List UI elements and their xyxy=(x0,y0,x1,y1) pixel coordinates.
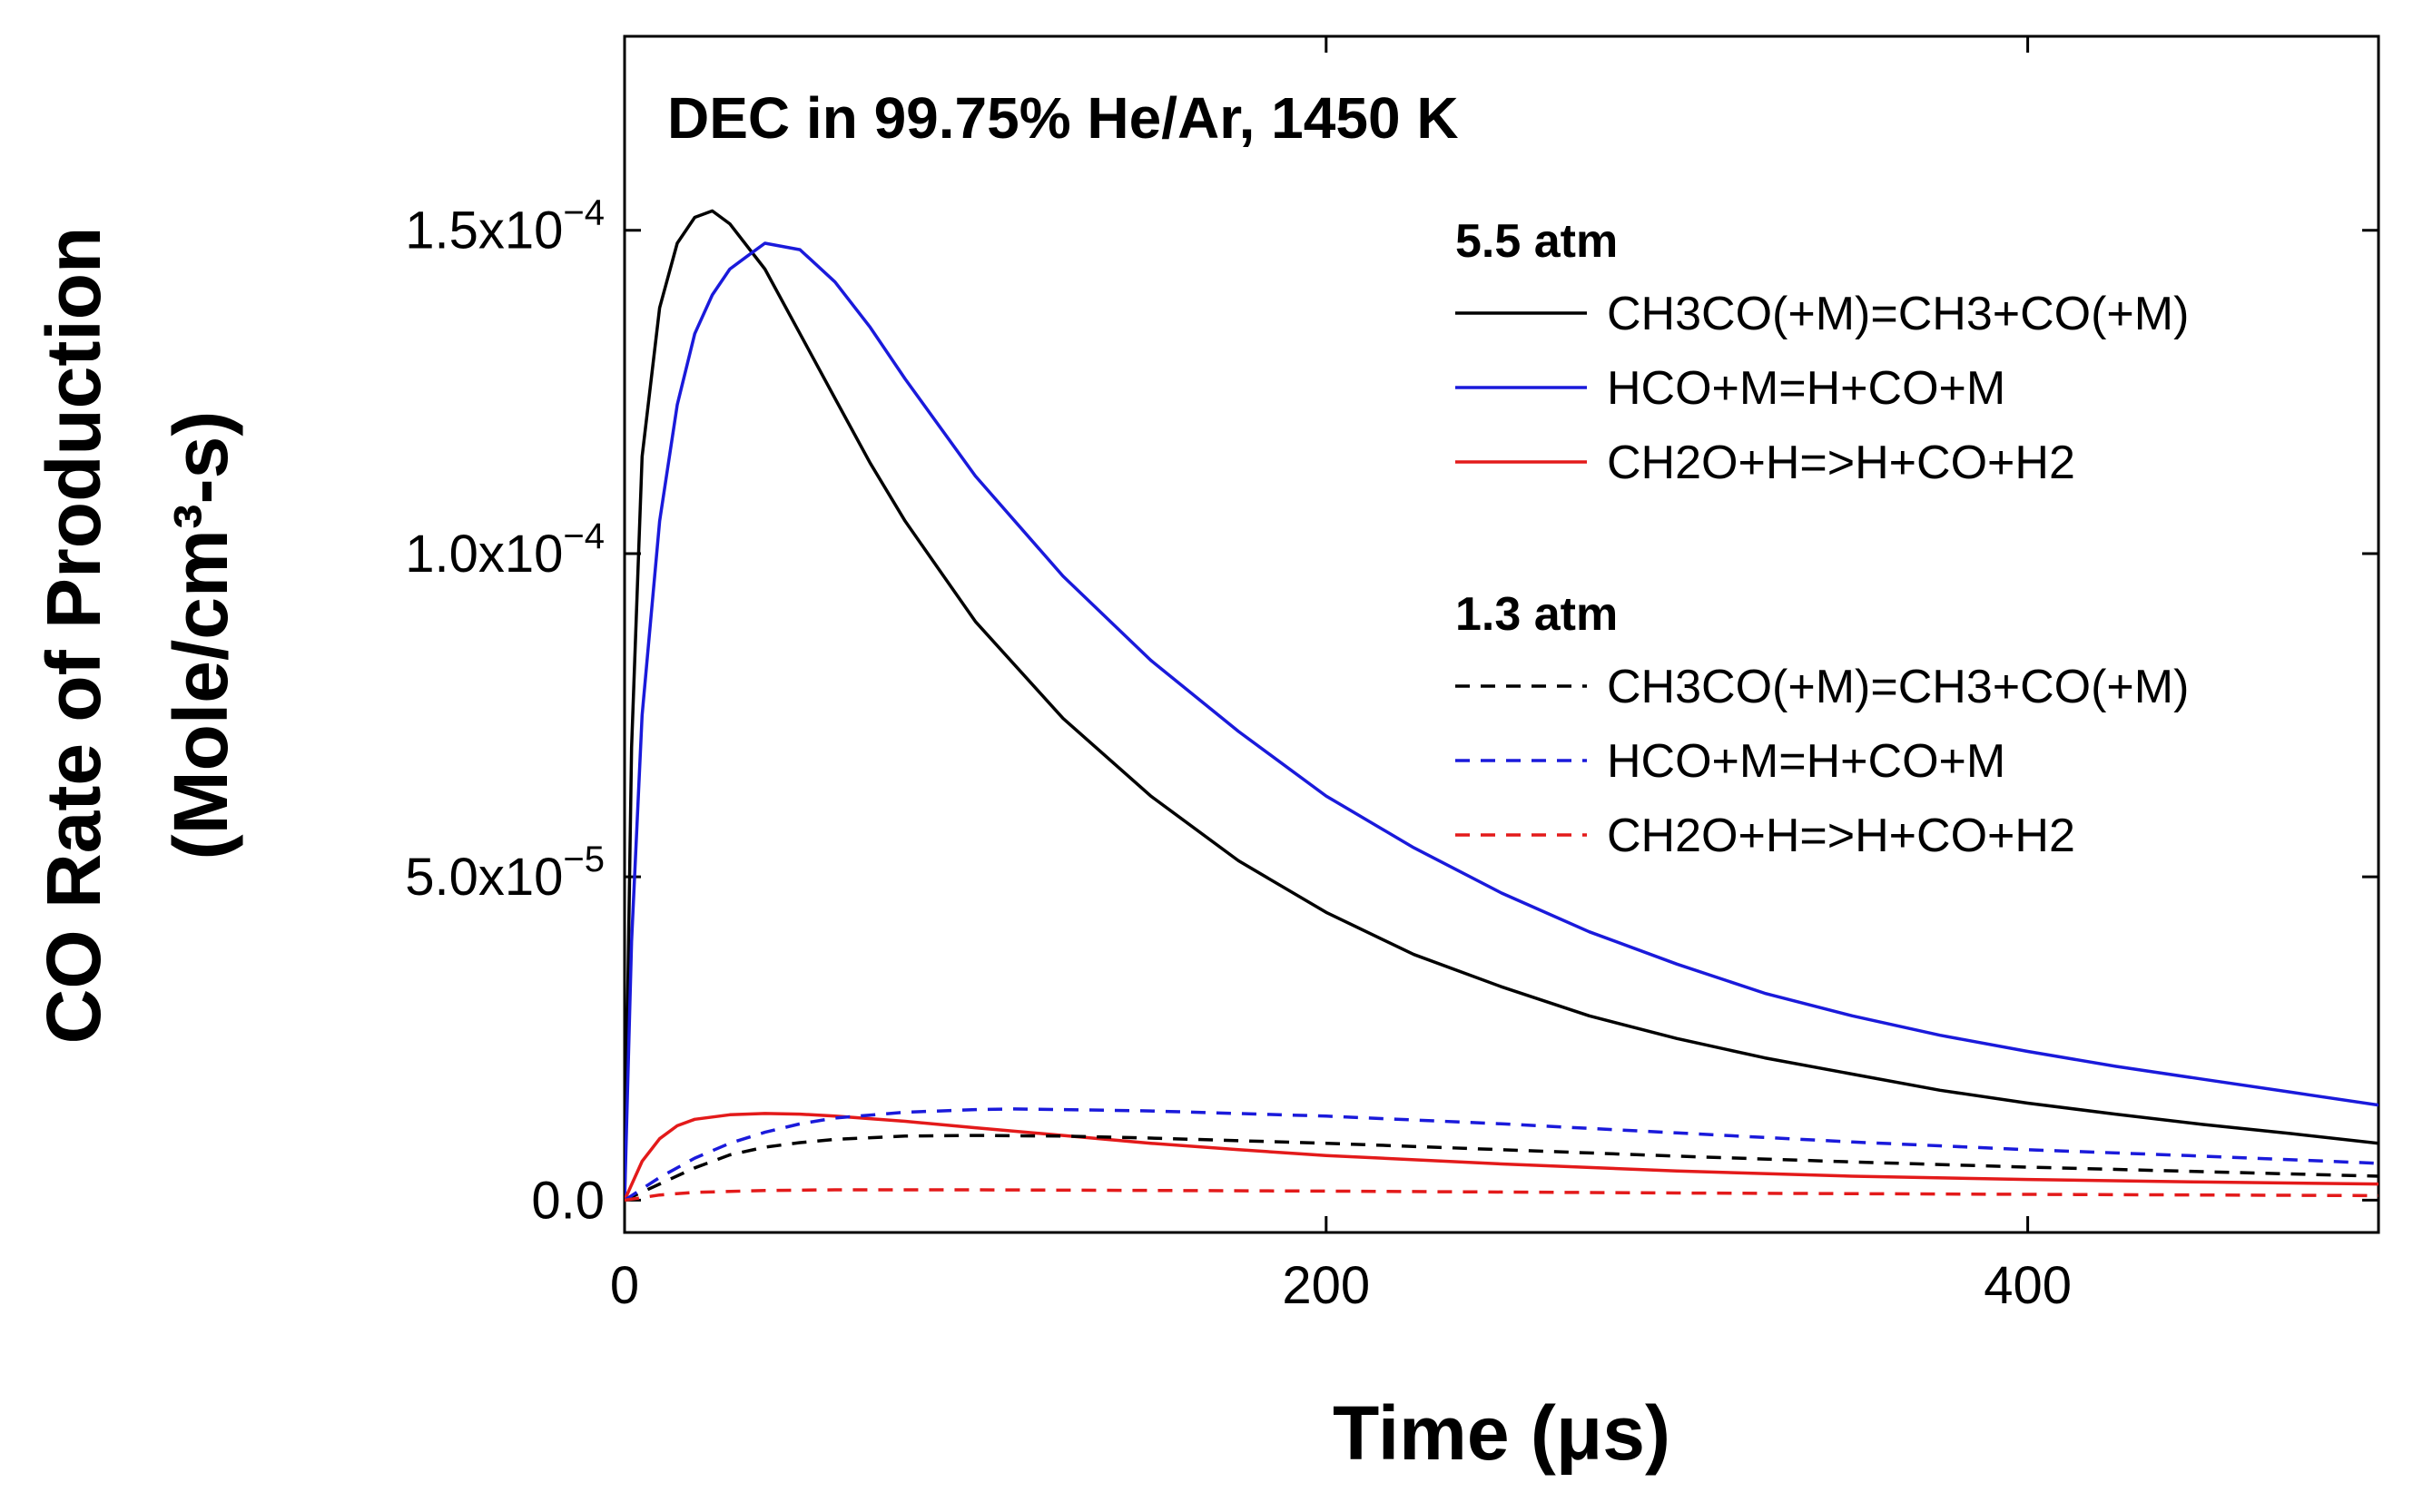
series-line-1-3-atm-ch3co-m-ch3-co-m- xyxy=(625,1134,2379,1202)
series-line-1-3-atm-hco-m-h-co-m xyxy=(625,1107,2379,1202)
chart-title: DEC in 99.75% He/Ar, 1450 K xyxy=(667,85,1459,151)
y-tick-mantissa: 5.0x10 xyxy=(405,848,563,907)
y-tick-mantissa: 0.0 xyxy=(531,1171,605,1230)
series-line-5-5-atm-ch3co-m-ch3-co-m- xyxy=(625,209,2379,1201)
y-tick-label: 1.5x10−4 xyxy=(405,193,605,260)
series-line-5-5-atm-ch2o-h-h-co-h2 xyxy=(625,1112,2379,1202)
y-axis-title-line-1: CO Rate of Production xyxy=(31,227,116,1045)
y-tick-exponent: −4 xyxy=(563,193,605,233)
legend-label: CH2O+H=>H+CO+H2 xyxy=(1607,810,2075,862)
y-tick-exponent: −4 xyxy=(563,516,605,556)
y-tick-mantissa: 1.5x10 xyxy=(405,201,563,260)
legend-header: 1.3 atm xyxy=(1455,588,1618,641)
y-tick-label: 1.0x10−4 xyxy=(405,516,605,584)
y-axis-title-line-2: (Mole/cm³-s) xyxy=(158,411,243,860)
series-line-5-5-atm-hco-m-h-co-m xyxy=(625,241,2379,1201)
series-lines xyxy=(625,209,2379,1203)
legend-label: HCO+M=H+CO+M xyxy=(1607,362,2005,415)
y-tick-label: 0.0 xyxy=(531,1171,605,1230)
y-axis-title: CO Rate of Production (Mole/cm³-s) xyxy=(31,227,243,1045)
x-tick-label: 400 xyxy=(1984,1256,2072,1315)
x-tick-label: 200 xyxy=(1282,1256,1370,1315)
x-axis-title: Time (μs) xyxy=(1333,1390,1670,1476)
y-tick-mantissa: 1.0x10 xyxy=(405,525,563,584)
legend-label: CH3CO(+M)=CH3+CO(+M) xyxy=(1607,288,2189,340)
legend: 5.5 atm CH3CO(+M)=CH3+CO(+M) HCO+M=H+CO+M C… xyxy=(1455,215,2189,862)
y-tick-label: 5.0x10−5 xyxy=(405,839,605,907)
legend-label: HCO+M=H+CO+M xyxy=(1607,735,2005,788)
plot-frame xyxy=(623,34,2380,1234)
y-tick-exponent: −5 xyxy=(563,839,605,879)
x-tick-label: 0 xyxy=(610,1256,639,1315)
series-line-1-3-atm-ch2o-h-h-co-h2 xyxy=(625,1188,2379,1203)
legend-label: CH2O+H=>H+CO+H2 xyxy=(1607,437,2075,489)
legend-label: CH3CO(+M)=CH3+CO(+M) xyxy=(1607,661,2189,713)
legend-header: 5.5 atm xyxy=(1455,215,1618,268)
